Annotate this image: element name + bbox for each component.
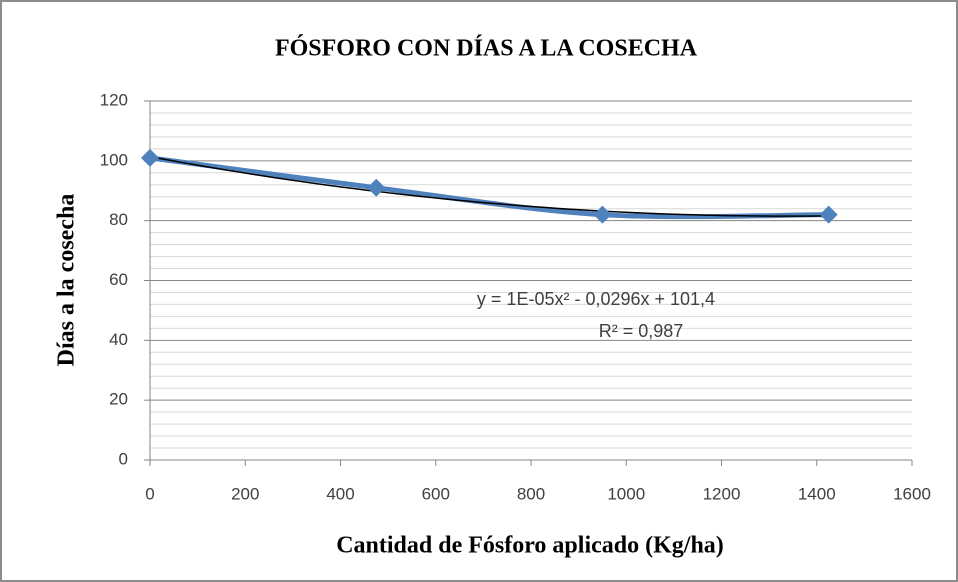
x-axis-label: Cantidad de Fósforo aplicado (Kg/ha) bbox=[336, 533, 724, 559]
y-tick-label: 60 bbox=[109, 270, 128, 289]
x-tick-label: 1000 bbox=[607, 484, 645, 503]
trendline-r-squared: R² = 0,987 bbox=[599, 321, 684, 341]
y-tick-label: 120 bbox=[100, 90, 128, 109]
x-tick-label: 1200 bbox=[703, 484, 741, 503]
chart-title: FÓSFORO CON DÍAS A LA COSECHA bbox=[275, 35, 698, 62]
y-tick-label: 0 bbox=[119, 449, 128, 468]
marker bbox=[141, 148, 159, 167]
y-tick-label: 100 bbox=[100, 150, 128, 169]
marker bbox=[819, 205, 838, 224]
x-tick-label: 1600 bbox=[893, 484, 931, 503]
y-tick-label: 80 bbox=[109, 210, 128, 229]
x-tick-label: 200 bbox=[231, 484, 259, 503]
y-tick-label: 40 bbox=[109, 330, 128, 349]
trendline bbox=[149, 155, 829, 217]
y-tick-label: 20 bbox=[109, 390, 128, 409]
x-tick-label: 0 bbox=[145, 484, 154, 503]
marker bbox=[367, 178, 386, 197]
x-tick-label: 800 bbox=[517, 484, 545, 503]
x-tick-label: 400 bbox=[326, 484, 354, 503]
x-tick-label: 600 bbox=[422, 484, 450, 503]
y-axis-label: Días a la cosecha bbox=[54, 194, 80, 367]
x-tick-label: 1400 bbox=[798, 484, 836, 503]
trendline-equation: y = 1E-05x² - 0,0296x + 101,4 bbox=[477, 289, 715, 309]
marker bbox=[593, 205, 612, 224]
